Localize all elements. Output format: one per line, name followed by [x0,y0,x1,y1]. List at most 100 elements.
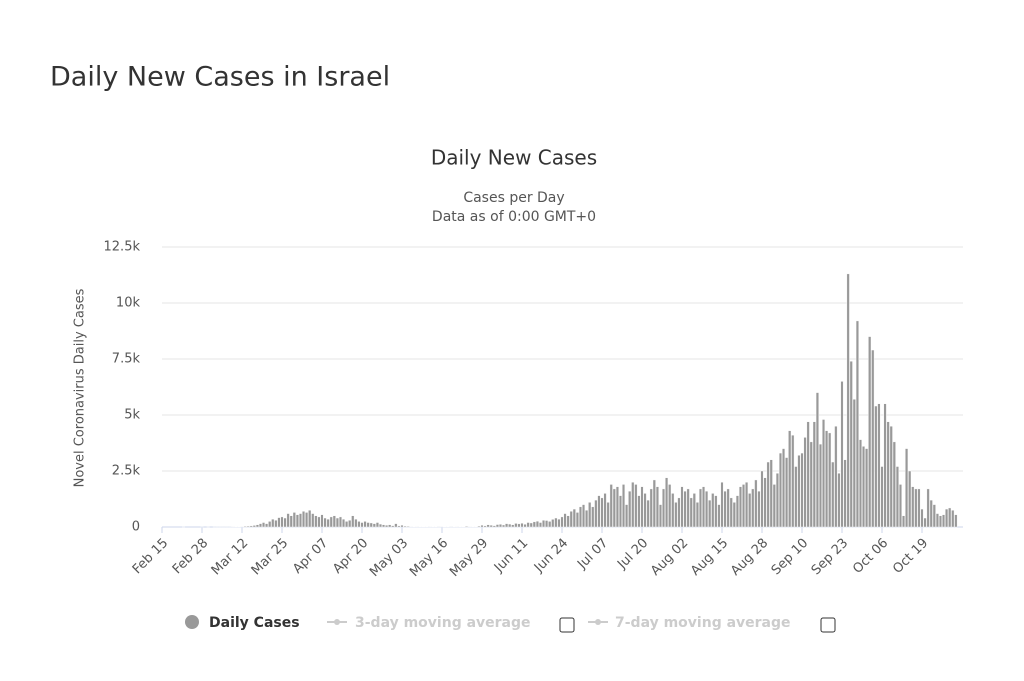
bar [348,520,352,528]
bar [535,520,539,528]
bar [320,514,324,528]
bar [778,452,782,528]
bar [388,524,392,528]
bar [757,490,761,528]
bar [529,522,533,528]
y-tick-label: 7.5k [112,352,141,367]
bar [692,493,696,528]
legend-label[interactable]: 3-day moving average [355,615,531,631]
bar [926,488,930,528]
bar [345,521,349,528]
bar [874,405,878,528]
x-tick-label: Jun 11 [491,536,531,576]
bar [465,526,469,528]
bar [634,484,638,528]
bar [378,523,382,528]
y-tick-label: 10k [116,296,141,311]
bar [760,470,764,528]
bar [588,502,592,528]
bar [726,488,730,528]
bar [495,524,499,528]
bar [674,502,678,528]
bar [923,517,927,528]
x-tick-label: Mar 25 [249,536,292,579]
bar [391,525,395,528]
checkbox[interactable] [820,617,836,633]
bar [280,516,284,528]
chart-title: Daily New Cases [431,146,597,170]
bar [849,361,853,528]
bar [732,502,736,528]
bar [265,523,269,528]
bar [837,473,841,528]
bar [594,499,598,528]
bar [246,525,250,528]
bar [557,518,561,528]
x-tick-label: Jun 24 [531,536,571,576]
bar [852,399,856,528]
legend-label[interactable]: 7-day moving average [615,615,791,631]
bar [618,495,622,528]
bar [763,477,767,528]
bar [729,497,733,528]
bar [582,504,586,528]
bar [769,459,773,528]
bar [271,518,275,528]
bar [597,495,601,528]
bar [745,482,749,528]
bar [905,448,909,528]
bar [846,273,850,528]
bar [643,493,647,528]
bar [311,513,315,528]
bar [606,502,610,528]
bar [255,524,259,528]
x-tick-label: Feb 15 [130,536,172,578]
bar [302,511,306,528]
legend-marker [595,619,601,625]
page-title: Daily New Cases in Israel [50,62,390,93]
bar [403,525,407,528]
bar [748,493,752,528]
bar [569,511,573,528]
bar [797,455,801,528]
bar [575,512,579,528]
bar [382,524,386,528]
bar [612,488,616,528]
bar [902,515,906,528]
x-tick-label: Jul 20 [614,536,651,573]
bar [680,486,684,528]
bar [689,497,693,528]
bar [791,434,795,528]
bar [892,441,896,528]
bar [785,457,789,528]
bar [662,488,666,528]
bar [825,430,829,528]
bar [880,466,884,528]
bar [566,515,570,528]
bar [702,486,706,528]
bar [243,526,247,528]
bar [911,486,915,528]
x-tick-label: Apr 07 [290,536,331,577]
bar [637,495,641,528]
bar [338,516,342,528]
bar [708,499,712,528]
y-axis-label: Novel Coronavirus Daily Cases [73,288,88,487]
bar [858,439,862,528]
bar [563,513,567,528]
bar [929,499,933,528]
bar [705,490,709,528]
bar [517,523,521,528]
legend-label[interactable]: Daily Cases [209,615,300,631]
bar [954,514,958,528]
bar [698,488,702,528]
x-tick-label: May 03 [367,536,411,580]
bar [834,426,838,528]
bar [914,488,918,528]
bar [262,522,266,528]
checkbox[interactable] [559,617,575,633]
y-tick-label: 5k [124,408,140,423]
x-tick-label: Sep 23 [809,536,852,579]
bar [400,525,404,528]
